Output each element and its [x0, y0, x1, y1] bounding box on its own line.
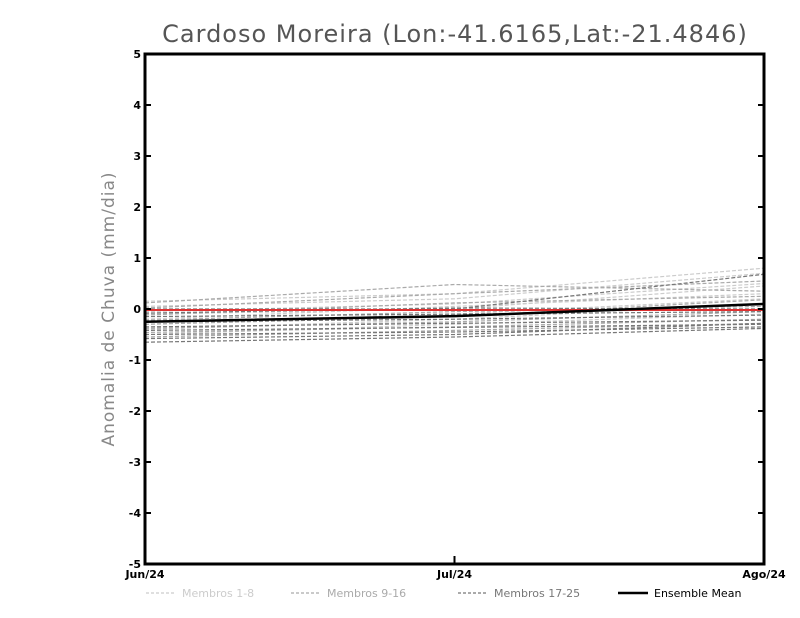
legend-label: Membros 17-25 [494, 587, 580, 600]
chart-title: Cardoso Moreira (Lon:-41.6165,Lat:-21.48… [162, 20, 748, 48]
series-line-member-25 [144, 327, 765, 343]
y-tick-label: 0 [133, 303, 141, 316]
ensemble-mean-line [144, 302, 765, 324]
y-tick-label: 1 [133, 252, 141, 265]
series-line-member-1 [144, 267, 765, 302]
y-tick-label: 2 [133, 201, 141, 214]
series-line-member-19 [144, 311, 765, 318]
legend-label: Membros 1-8 [182, 587, 254, 600]
y-tick-label: -5 [129, 558, 141, 571]
x-axis: Jun/24 Jul/24 Ago/24 [124, 556, 786, 581]
series-line-member-18 [144, 307, 765, 314]
series-line-member-16 [144, 322, 765, 338]
legend: Membros 1-8 Membros 9-16 Membros 17-25 Ense… [146, 587, 741, 600]
y-tick-label: 3 [133, 150, 141, 163]
y-tick-label: -2 [129, 405, 141, 418]
y-tick-label: -4 [129, 507, 142, 520]
x-tick-label: Ago/24 [742, 568, 786, 581]
x-tick-label: Jul/24 [436, 568, 472, 581]
legend-label: Ensemble Mean [654, 587, 741, 600]
series-line-member-22 [144, 323, 765, 331]
y-tick-label: -1 [129, 354, 141, 367]
series-line-member-23 [144, 326, 765, 336]
series-line-member-21 [144, 319, 765, 328]
y-axis-label: Anomalia de Chuva (mm/dia) [99, 171, 119, 446]
y-tick-label: 5 [133, 48, 141, 61]
y-tick-label: 4 [133, 99, 141, 112]
series-line-member-9 [144, 283, 765, 304]
y-axis: -5 -4 -3 -2 -1 0 1 2 3 4 5 [129, 48, 764, 571]
ensemble-mean-layer [144, 302, 765, 324]
series-line-member-10 [144, 280, 765, 309]
legend-label: Membros 9-16 [327, 587, 406, 600]
series-line-member-12 [144, 305, 765, 321]
x-tick-label: Jun/24 [124, 568, 164, 581]
series-line-member-24 [144, 322, 765, 340]
y-tick-label: -3 [129, 456, 141, 469]
series-line-member-2 [144, 272, 765, 307]
series-layer [144, 267, 765, 343]
